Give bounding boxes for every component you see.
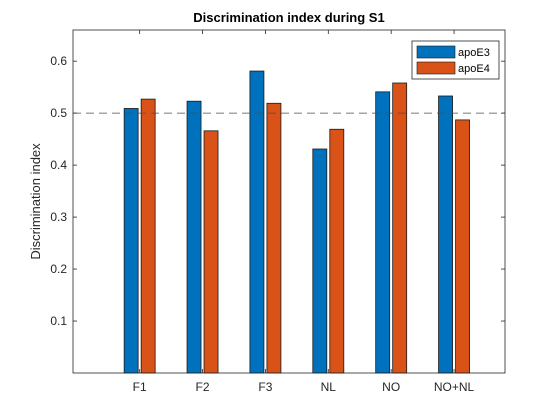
x-tick-label-no-nl: NO+NL bbox=[434, 380, 475, 394]
bar-apoE4-F1 bbox=[140, 98, 156, 374]
y-tick-label: 0.1 bbox=[50, 314, 67, 328]
y-tick-label: 0.5 bbox=[50, 106, 67, 120]
bar-apoE3-F2 bbox=[186, 100, 202, 374]
bar-apoE4-F3 bbox=[266, 102, 282, 374]
x-tick-label-f3: F3 bbox=[258, 380, 272, 394]
x-tick-label-nl: NL bbox=[321, 380, 337, 394]
chart-title: Discrimination index during S1 bbox=[193, 10, 384, 25]
bar-apoE3-NO bbox=[375, 91, 391, 374]
y-axis-label: Discrimination index bbox=[28, 143, 43, 260]
y-tick-label: 0.6 bbox=[50, 54, 67, 68]
legend: apoE3 apoE4 bbox=[411, 40, 500, 80]
bar-apoE3-NO+NL bbox=[438, 95, 453, 374]
plot-frame bbox=[72, 29, 506, 374]
legend-swatch-apoE3 bbox=[416, 45, 456, 59]
x-tick-label-f2: F2 bbox=[196, 380, 210, 394]
bar-apoE4-NO bbox=[392, 82, 408, 374]
bar-apoE4-NL bbox=[329, 128, 345, 374]
bar-apoE4-NO+NL bbox=[455, 119, 470, 374]
x-tick-label-no: NO bbox=[382, 380, 400, 394]
bar-apoE3-F3 bbox=[249, 70, 265, 374]
y-tick-label: 0.4 bbox=[50, 158, 67, 172]
bar-apoE3-NL bbox=[312, 148, 328, 374]
legend-label-apoE3: apoE3 bbox=[458, 47, 490, 59]
y-tick-label: 0.2 bbox=[50, 262, 67, 276]
x-tick-label-f1: F1 bbox=[133, 380, 147, 394]
legend-label-apoE4: apoE4 bbox=[458, 63, 490, 75]
bar-apoE4-F2 bbox=[203, 130, 219, 374]
y-tick-label: 0.3 bbox=[50, 210, 67, 224]
legend-swatch-apoE4 bbox=[416, 61, 456, 75]
bar-apoE3-F1 bbox=[123, 108, 139, 374]
